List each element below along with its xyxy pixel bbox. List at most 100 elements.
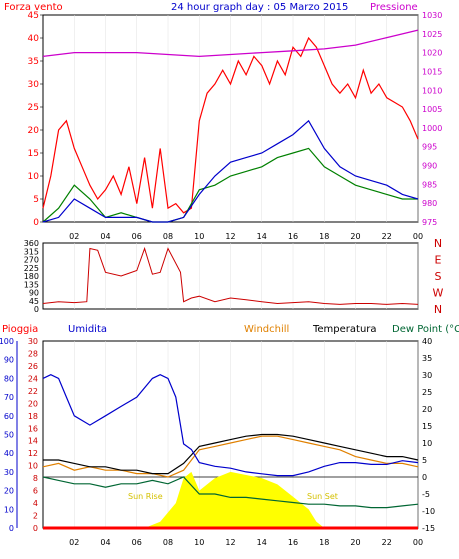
y-tick-pressure: 1020: [422, 49, 442, 58]
y-tick-humidity: 90: [4, 356, 14, 365]
y-tick-rain: 2: [33, 512, 38, 521]
x-tick-label-top: 20: [350, 232, 360, 241]
y-tick-pressure: 990: [422, 162, 437, 171]
sunset-label: Sun Set: [307, 492, 338, 501]
y-tick-wind: 25: [28, 103, 39, 113]
temperature-header: Temperatura: [312, 324, 377, 335]
series-humidity: [42, 374, 419, 477]
series-temperature: [43, 433, 419, 475]
x-tick-label-bottom: 02: [69, 538, 79, 547]
y-tick-rain: 0: [33, 524, 38, 533]
y-tick-temperature: 40: [422, 337, 432, 346]
y-tick-pressure: 985: [422, 180, 437, 189]
y-tick-pressure: 1010: [422, 86, 442, 95]
y-tick-wind: 0: [33, 218, 39, 228]
y-tick-pressure: 1005: [422, 105, 442, 114]
y-tick-temperature: 5: [422, 456, 427, 465]
x-tick-label-bottom: 08: [163, 538, 173, 547]
y-tick-humidity: 70: [4, 393, 14, 402]
series-windchill: [42, 435, 419, 478]
y-tick-direction: 315: [24, 247, 39, 256]
tick-layer: 0202040406060808101012121414161618182020…: [0, 11, 444, 547]
y-tick-pressure: 1015: [422, 67, 442, 76]
x-tick-label-top: 08: [163, 232, 173, 241]
y-tick-rain: 20: [28, 399, 38, 408]
y-tick-temperature: 15: [422, 422, 432, 431]
grid-layer: [43, 15, 419, 528]
series-dewpoint: [42, 476, 419, 509]
y-tick-wind: 45: [28, 11, 39, 21]
y-tick-temperature: 10: [422, 439, 432, 448]
pressure-title: Pressione: [370, 2, 418, 13]
x-tick-label-top: 18: [319, 232, 329, 241]
x-tick-label-bottom: 06: [132, 538, 142, 547]
x-tick-label-top: 22: [382, 232, 392, 241]
y-tick-wind: 35: [28, 57, 39, 67]
y-tick-temperature: -10: [422, 507, 435, 516]
y-tick-humidity: 60: [4, 412, 14, 421]
y-tick-wind: 30: [28, 80, 40, 90]
y-tick-direction: 135: [24, 280, 39, 289]
y-tick-wind: 5: [33, 195, 39, 205]
y-tick-pressure: 1000: [422, 124, 442, 133]
compass-label: S: [435, 270, 442, 283]
y-tick-pressure: 995: [422, 143, 437, 152]
y-tick-direction: 225: [24, 264, 39, 273]
rain-header: Pioggia: [2, 324, 38, 335]
x-tick-label-bottom: 16: [288, 538, 298, 547]
x-tick-label-top: 04: [100, 232, 110, 241]
y-tick-pressure: 980: [422, 199, 437, 208]
y-tick-rain: 30: [28, 337, 38, 346]
y-tick-direction: 0: [34, 305, 39, 314]
series-wind-gust: [42, 36, 419, 214]
series-layer: [42, 29, 419, 530]
y-tick-temperature: -15: [422, 524, 435, 533]
y-tick-rain: 6: [33, 487, 38, 496]
y-tick-rain: 4: [33, 499, 38, 508]
y-tick-rain: 28: [28, 349, 38, 358]
y-tick-direction: 360: [24, 239, 39, 248]
y-tick-temperature: 30: [422, 371, 432, 380]
y-tick-rain: 12: [28, 449, 38, 458]
y-tick-rain: 22: [28, 387, 38, 396]
x-tick-label-top: 00: [413, 232, 423, 241]
y-tick-humidity: 10: [4, 505, 14, 514]
y-tick-humidity: 80: [4, 374, 14, 383]
x-tick-label-top: 10: [194, 232, 204, 241]
y-tick-rain: 14: [28, 437, 38, 446]
y-tick-temperature: 20: [422, 405, 432, 414]
x-tick-label-bottom: 20: [350, 538, 360, 547]
series-wind-avg: [42, 119, 419, 223]
y-tick-pressure: 1025: [422, 30, 442, 39]
y-tick-direction: 45: [29, 297, 39, 306]
y-tick-direction: 90: [29, 289, 39, 298]
x-tick-label-bottom: 00: [413, 538, 423, 547]
x-tick-label-bottom: 18: [319, 538, 329, 547]
x-tick-label-top: 06: [132, 232, 142, 241]
y-tick-wind: 40: [28, 34, 40, 44]
y-tick-humidity: 30: [4, 468, 14, 477]
y-tick-temperature: 25: [422, 388, 432, 397]
y-tick-rain: 24: [28, 374, 38, 383]
x-tick-label-top: 14: [257, 232, 267, 241]
x-tick-label-bottom: 12: [225, 538, 235, 547]
y-tick-wind: 15: [28, 149, 39, 159]
y-tick-wind: 20: [28, 126, 40, 136]
y-tick-wind: 10: [28, 172, 40, 182]
y-tick-humidity: 100: [0, 337, 14, 346]
y-tick-temperature: -5: [422, 490, 430, 499]
x-tick-label-bottom: 04: [100, 538, 110, 547]
y-tick-pressure: 975: [422, 218, 437, 227]
x-tick-label-bottom: 14: [257, 538, 267, 547]
chart-title: 24 hour graph day : 05 Marzo 2015: [171, 2, 348, 13]
wind-title: Forza vento: [4, 2, 63, 13]
x-tick-label-top: 16: [288, 232, 298, 241]
y-tick-temperature: 0: [422, 473, 427, 482]
y-tick-humidity: 40: [4, 449, 14, 458]
series-pressure: [42, 29, 419, 58]
y-tick-direction: 270: [24, 256, 39, 265]
x-tick-label-top: 02: [69, 232, 79, 241]
sunrise-label: Sun Rise: [128, 492, 163, 501]
y-tick-direction: 180: [24, 272, 39, 281]
